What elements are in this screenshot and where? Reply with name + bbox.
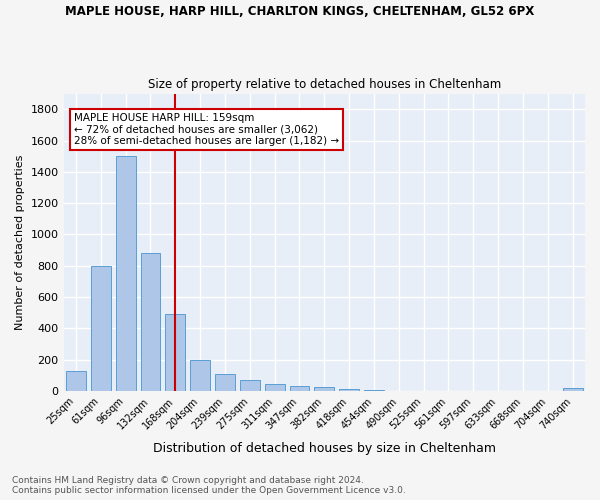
Y-axis label: Number of detached properties: Number of detached properties [15, 154, 25, 330]
Bar [290, 386, 310, 391]
Bar [215, 374, 235, 391]
Bar [66, 370, 86, 391]
Text: Contains HM Land Registry data © Crown copyright and database right 2024.
Contai: Contains HM Land Registry data © Crown c… [12, 476, 406, 495]
Text: MAPLE HOUSE HARP HILL: 159sqm
← 72% of detached houses are smaller (3,062)
28% o: MAPLE HOUSE HARP HILL: 159sqm ← 72% of d… [74, 113, 339, 146]
X-axis label: Distribution of detached houses by size in Cheltenham: Distribution of detached houses by size … [153, 442, 496, 455]
Bar [265, 384, 284, 391]
Text: MAPLE HOUSE, HARP HILL, CHARLTON KINGS, CHELTENHAM, GL52 6PX: MAPLE HOUSE, HARP HILL, CHARLTON KINGS, … [65, 5, 535, 18]
Bar [140, 254, 160, 391]
Bar [166, 314, 185, 391]
Bar [240, 380, 260, 391]
Bar [116, 156, 136, 391]
Bar [364, 390, 384, 391]
Bar [190, 360, 210, 391]
Bar [314, 387, 334, 391]
Bar [563, 388, 583, 391]
Bar [339, 390, 359, 391]
Bar [91, 266, 111, 391]
Title: Size of property relative to detached houses in Cheltenham: Size of property relative to detached ho… [148, 78, 501, 91]
